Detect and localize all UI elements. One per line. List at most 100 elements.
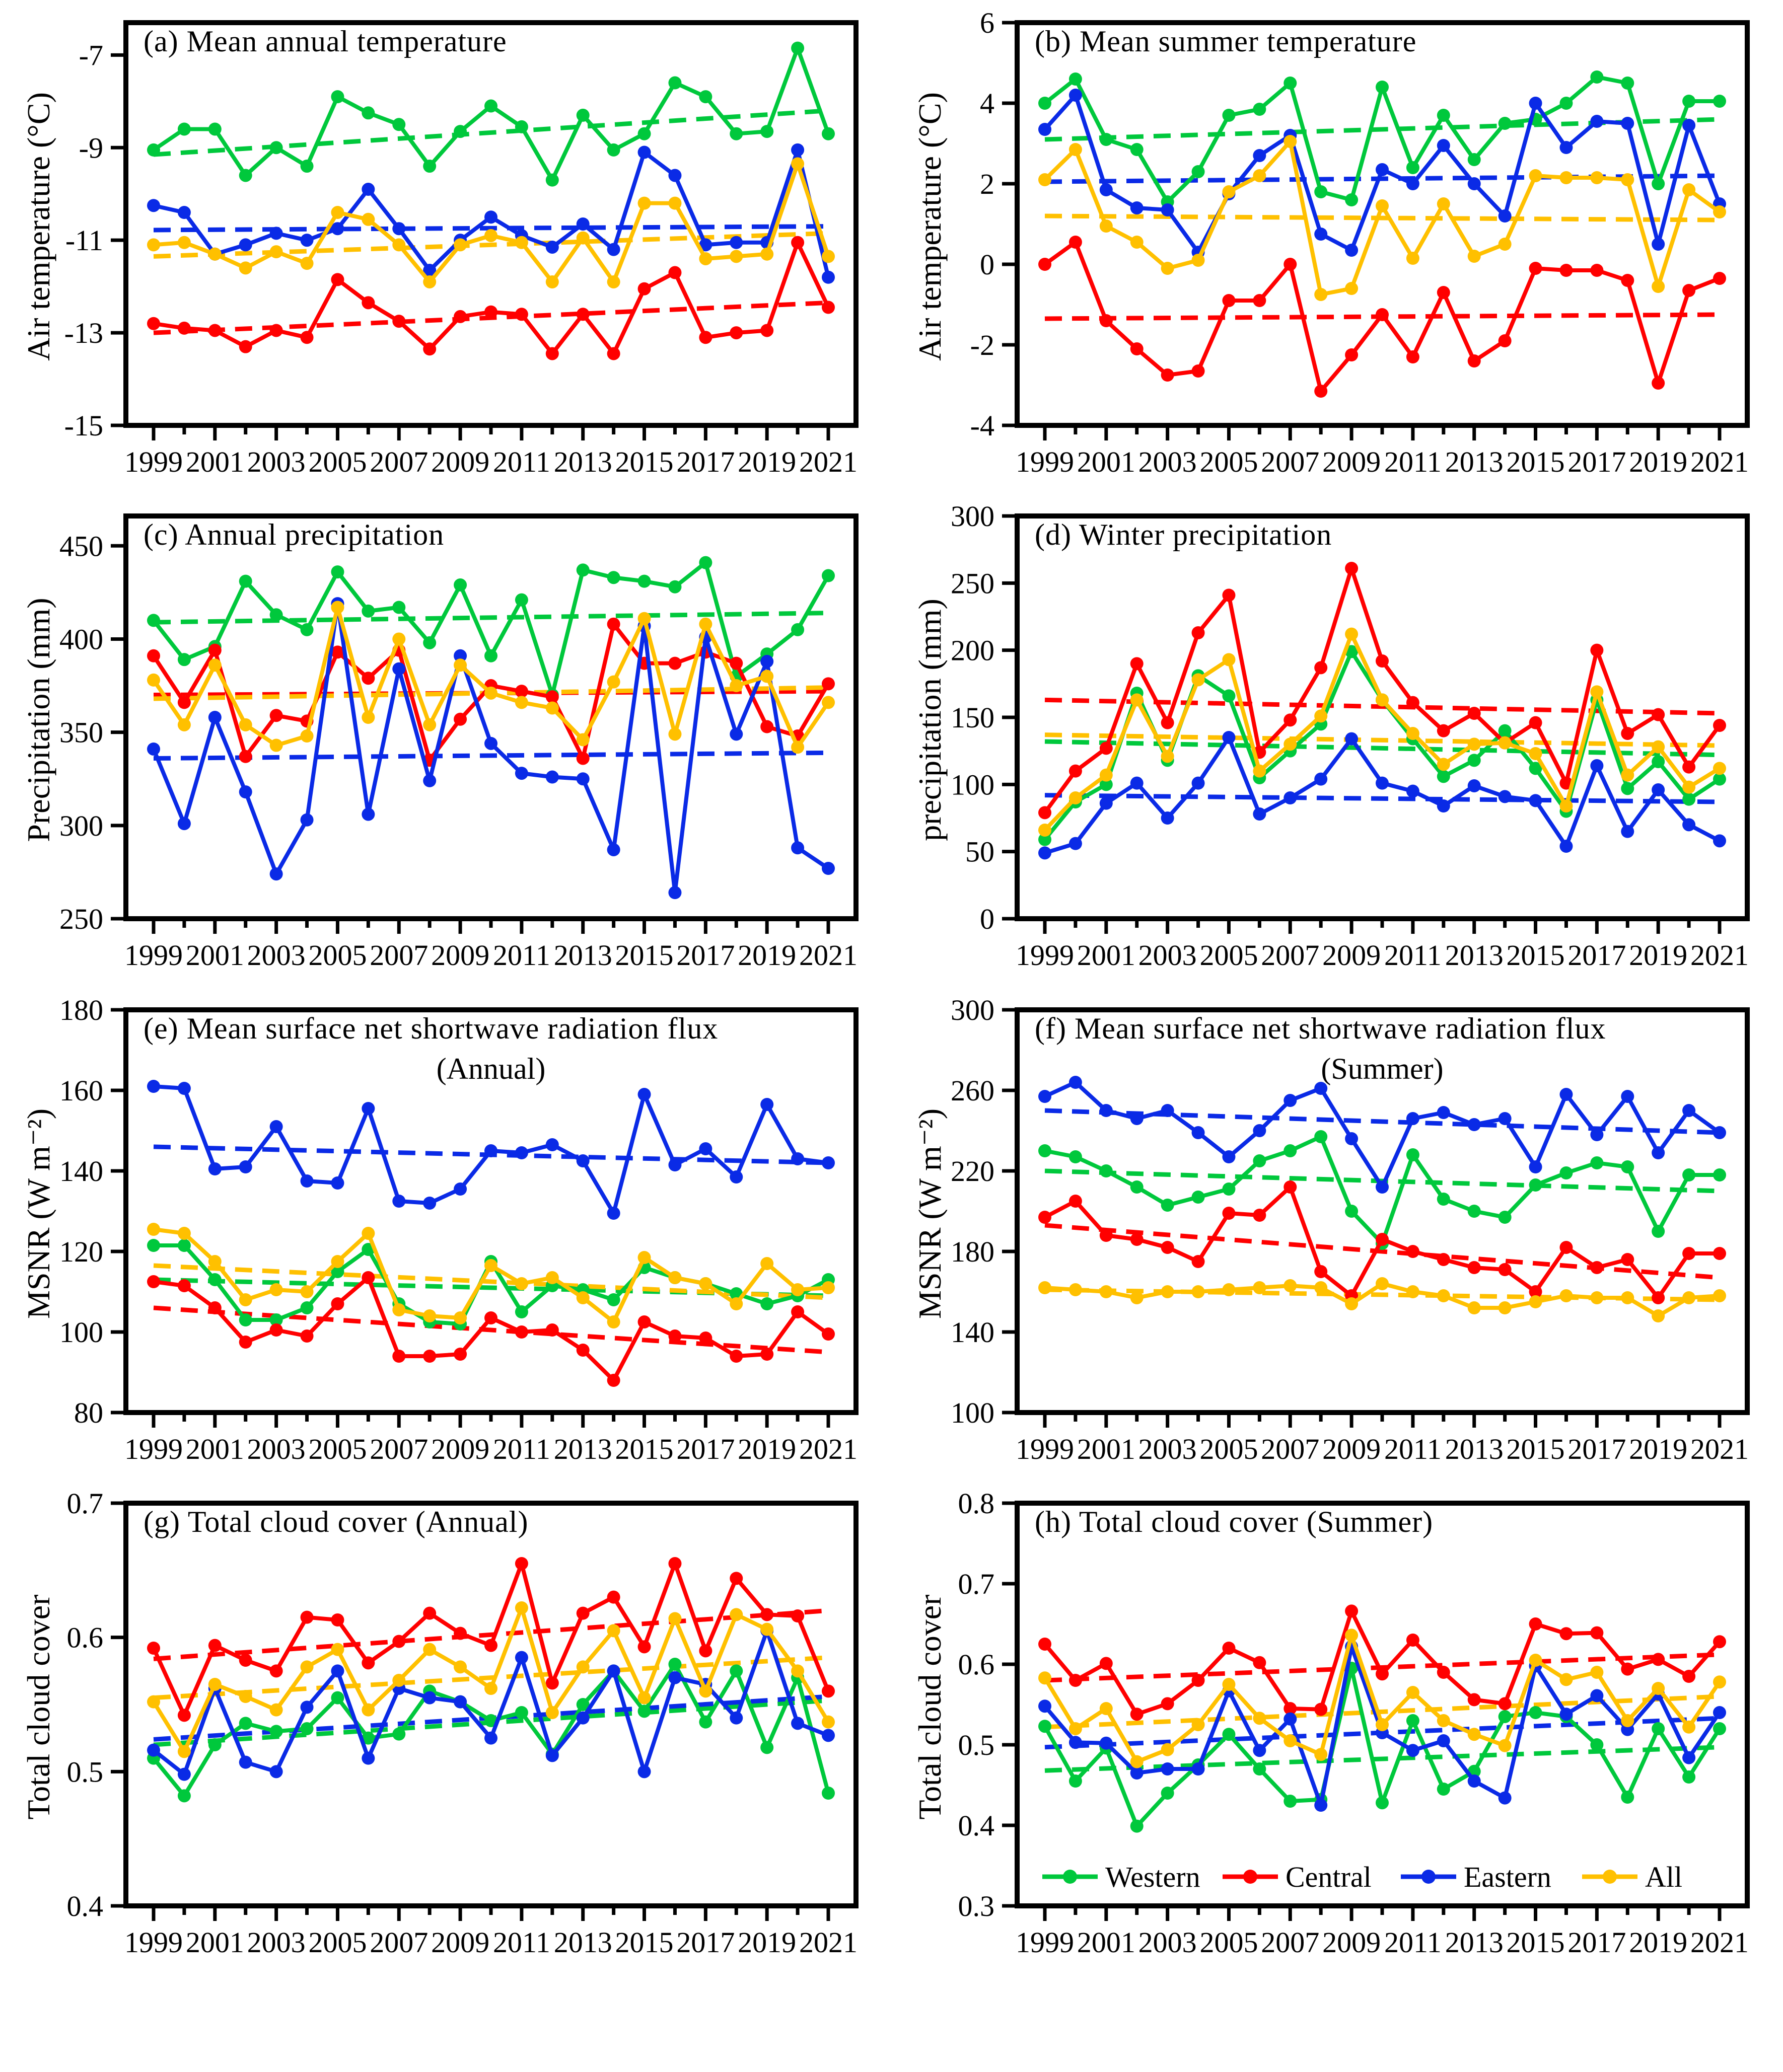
series-eastern [147, 1624, 835, 1781]
data-point-western [1161, 1787, 1174, 1800]
y-tick-label: 180 [59, 994, 103, 1026]
x-tick-label: 2003 [247, 1926, 306, 1959]
data-point-western [331, 90, 344, 104]
data-point-eastern [362, 183, 375, 196]
data-point-central [607, 617, 620, 631]
data-point-western [1038, 1144, 1051, 1157]
data-point-all [239, 718, 252, 731]
data-point-all [208, 1678, 222, 1691]
data-point-western [822, 1787, 835, 1800]
data-point-all [545, 275, 559, 288]
data-point-central [1038, 1211, 1051, 1224]
data-point-central [576, 308, 590, 321]
trend-line-eastern [1044, 1108, 1720, 1135]
x-tick-label: 2019 [738, 1926, 796, 1959]
data-point-central [637, 1315, 651, 1328]
data-point-central [1529, 262, 1542, 275]
data-point-western [1713, 1722, 1726, 1735]
data-point-eastern [1099, 183, 1113, 196]
data-point-western [331, 1691, 344, 1705]
trend-line-all [153, 1263, 829, 1300]
x-tick-label: 2007 [370, 446, 428, 478]
data-point-central [607, 1374, 620, 1387]
panel-g: Total cloud cover (g) Total cloud cover … [0, 1481, 891, 1974]
x-tick-label: 2015 [1507, 446, 1565, 478]
series-central [147, 1271, 835, 1387]
data-point-all [484, 686, 497, 700]
x-tick-label: 2005 [308, 939, 367, 972]
y-tick-label: 0 [980, 903, 994, 935]
data-point-all [791, 741, 805, 754]
data-point-eastern [576, 217, 590, 231]
data-point-western [177, 1239, 191, 1252]
data-point-all [454, 658, 467, 672]
data-point-all [791, 1283, 805, 1296]
x-tick-label: 1999 [124, 1926, 183, 1959]
data-point-western [699, 90, 712, 104]
data-point-eastern [1437, 139, 1450, 152]
data-point-central [760, 720, 774, 733]
x-tick-label: 2003 [1138, 1433, 1197, 1465]
data-point-western [760, 1297, 774, 1310]
data-point-all [1437, 758, 1450, 771]
data-point-western [1682, 1168, 1696, 1181]
data-point-western [208, 1273, 222, 1286]
x-tick-label: 1999 [124, 939, 183, 972]
panel-e-title: (e) Mean surface net shortwave radiation… [144, 1012, 719, 1045]
data-point-central [1345, 1604, 1359, 1618]
data-point-western [1621, 1791, 1634, 1804]
data-point-eastern [791, 841, 805, 855]
data-point-all [239, 261, 252, 275]
data-point-western [177, 122, 191, 136]
data-point-all [484, 1259, 497, 1272]
series-line-central [152, 240, 830, 356]
data-point-all [668, 1271, 682, 1284]
data-point-eastern [1130, 201, 1144, 214]
data-point-eastern [1345, 1132, 1359, 1145]
data-point-eastern [1529, 1160, 1542, 1173]
data-point-central [1529, 1617, 1542, 1631]
data-point-eastern [1682, 818, 1696, 832]
data-point-all [1068, 1722, 1082, 1735]
data-point-central [1345, 562, 1359, 575]
data-point-all [1559, 171, 1573, 184]
x-tick-label: 2013 [554, 446, 612, 478]
data-point-western [1590, 70, 1604, 84]
data-point-western [1345, 193, 1359, 206]
data-point-central [1498, 1263, 1512, 1276]
y-tick-label: 0.6 [67, 1621, 104, 1654]
data-point-western [362, 106, 375, 120]
data-point-central [1682, 1670, 1696, 1683]
data-point-eastern [576, 1154, 590, 1167]
trend-line-central [153, 1305, 829, 1355]
data-point-central [637, 282, 651, 295]
data-point-all [1314, 1281, 1328, 1294]
data-point-all [331, 1255, 344, 1268]
series-western [1038, 70, 1726, 208]
data-point-eastern [1682, 1104, 1696, 1117]
y-tick-label: 0.4 [958, 1809, 995, 1842]
data-point-all [1406, 1686, 1419, 1699]
data-point-central [545, 347, 559, 360]
series-western [1038, 1662, 1726, 1833]
data-point-central [730, 656, 743, 670]
data-point-western [637, 574, 651, 588]
data-point-all [1376, 199, 1389, 212]
data-point-all [177, 1745, 191, 1758]
data-point-all [177, 236, 191, 249]
data-point-eastern [423, 263, 437, 277]
data-point-western [1376, 1796, 1389, 1810]
data-point-central [177, 1279, 191, 1292]
data-point-central [668, 656, 682, 670]
data-point-eastern [1529, 97, 1542, 110]
data-point-central [1314, 1265, 1328, 1278]
data-point-all [1130, 693, 1144, 707]
legend-marker [1421, 1870, 1436, 1884]
data-point-eastern [1621, 1090, 1634, 1103]
data-point-central [1498, 1697, 1512, 1711]
trend-line-all [153, 1655, 829, 1700]
data-point-central [699, 1644, 712, 1658]
data-point-all [484, 229, 497, 242]
data-point-eastern [668, 1671, 682, 1684]
data-point-all [515, 696, 528, 709]
